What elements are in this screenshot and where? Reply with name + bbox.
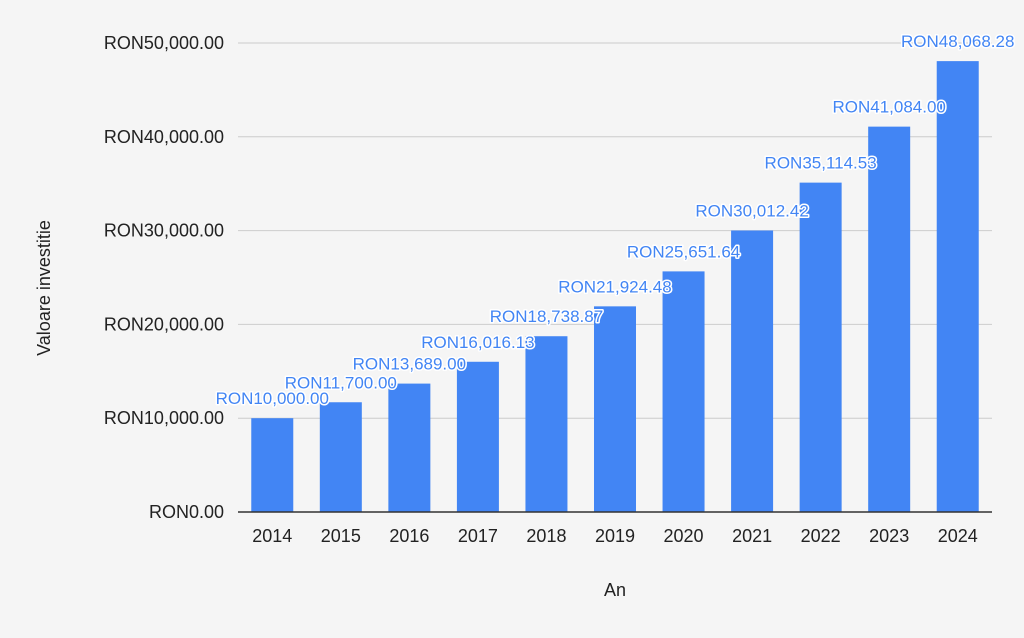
y-tick-label: RON30,000.00: [104, 221, 224, 241]
bar: [799, 182, 842, 512]
x-tick-label: 2017: [458, 526, 498, 546]
bar: [456, 361, 499, 512]
x-tick-label: 2023: [869, 526, 909, 546]
axes: RON0.00 RON10,000.00 RON20,000.00 RON30,000…: [104, 33, 992, 546]
bar-value-label: RON16,016.13: [421, 333, 534, 352]
bar-value-label: RON11,700.00: [285, 373, 397, 392]
bar-value-label: RON21,924.48: [558, 277, 671, 296]
x-tick-label: 2015: [321, 526, 361, 546]
bars: [251, 61, 979, 512]
x-tick-label: 2020: [664, 526, 704, 546]
bar: [251, 418, 294, 512]
bar: [936, 61, 979, 512]
x-tick-label: 2021: [732, 526, 772, 546]
x-tick-label: 2022: [801, 526, 841, 546]
x-axis-title: An: [604, 580, 626, 600]
y-tick-label: RON50,000.00: [104, 33, 224, 53]
bar-value-label: RON48,068.28: [901, 32, 1014, 51]
x-tick-label: 2016: [389, 526, 429, 546]
bar-value-label: RON10,000.00: [216, 389, 329, 408]
y-tick-label: RON10,000.00: [104, 408, 224, 428]
bar-value-label: RON30,012.42: [695, 201, 808, 220]
bar: [388, 383, 431, 512]
bar-value-label: RON13,689.00: [353, 355, 466, 374]
bar-value-label: RON25,651.64: [627, 242, 740, 261]
y-axis-title: Valoare investitie: [34, 220, 54, 356]
gridlines: [238, 42, 992, 419]
bar: [662, 271, 705, 512]
x-tick-label: 2024: [938, 526, 978, 546]
bar: [731, 230, 774, 512]
bar: [594, 306, 636, 512]
bar: [868, 126, 911, 512]
y-tick-label: RON40,000.00: [104, 127, 224, 147]
y-tick-label: RON20,000.00: [104, 314, 224, 334]
bar-value-label: RON18,738.87: [490, 307, 603, 326]
x-tick-label: 2018: [526, 526, 566, 546]
bar-value-label: RON41,084.00: [832, 98, 945, 117]
bar-value-label: RON35,114.53: [765, 154, 877, 173]
y-tick-label: RON0.00: [149, 502, 224, 522]
bar: [525, 336, 568, 512]
bar: [319, 402, 362, 512]
x-tick-label: 2019: [595, 526, 635, 546]
x-tick-label: 2014: [252, 526, 292, 546]
